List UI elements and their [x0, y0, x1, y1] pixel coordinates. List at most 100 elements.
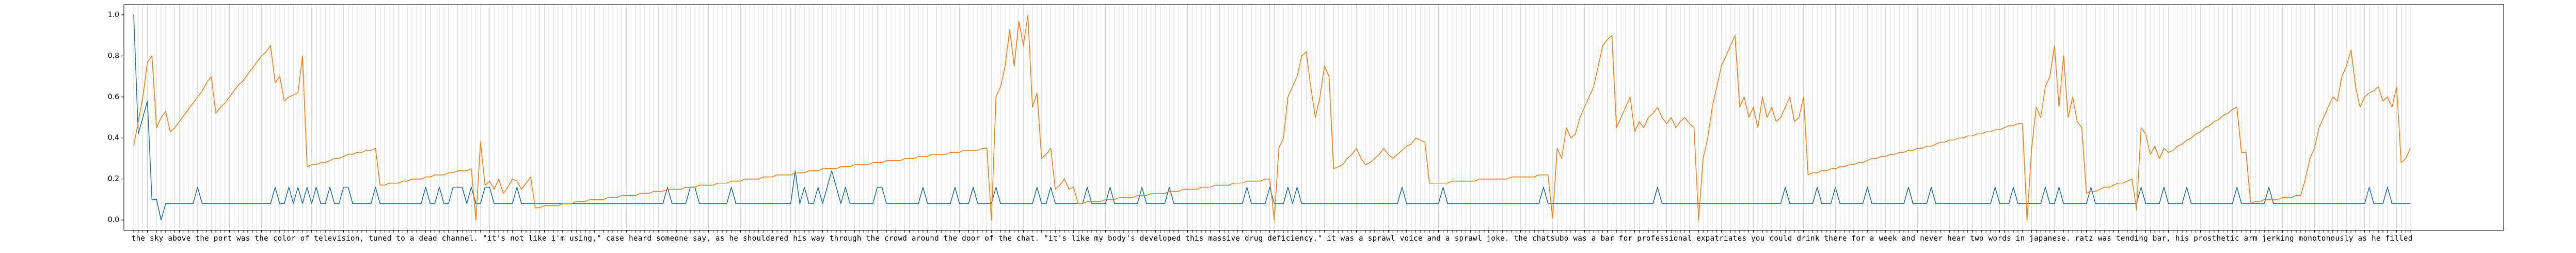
x-tick-label: s: [574, 234, 578, 243]
x-tick-label: w: [1341, 234, 1345, 243]
x-tick-label: a: [1578, 234, 1582, 243]
x-tick-label: n: [583, 234, 587, 243]
axes-frame: [123, 4, 2504, 231]
x-tick-label: o: [661, 234, 665, 243]
x-tick-label: c: [884, 234, 888, 243]
x-tick-label: l: [2399, 234, 2403, 243]
x-tick-label: [268, 234, 273, 243]
x-tick-label: [651, 234, 656, 243]
x-tick-label: n: [1432, 234, 1436, 243]
x-tick-label: e: [1952, 234, 1956, 243]
x-tick-label: o: [287, 234, 291, 243]
x-tick-label: [1012, 234, 1016, 243]
x-tick-label: e: [2061, 234, 2065, 243]
x-tick-label: [1354, 234, 1358, 243]
x-tick-label: i: [798, 234, 802, 243]
x-tick-label: [2171, 234, 2175, 243]
x-tick-label: e: [1934, 234, 1938, 243]
x-tick-label: c: [1016, 234, 1021, 243]
x-tick-label: e: [1153, 234, 1157, 243]
x-tick-label: [1765, 234, 1769, 243]
x-tick-label: u: [1760, 234, 1764, 243]
x-tick-label: n: [930, 234, 934, 243]
x-tick-label: i: [1327, 234, 1331, 243]
x-tick-label: o: [674, 234, 678, 243]
x-tick-label: s: [2207, 234, 2212, 243]
x-tick-label: [788, 234, 792, 243]
x-tick-label: e: [2052, 234, 2056, 243]
x-tick-label: f: [1619, 234, 1623, 243]
y-tick-label: 0.2: [108, 175, 119, 183]
x-tick-label: a: [1902, 234, 1906, 243]
x-tick-label: e: [383, 234, 387, 243]
y-tick-label: 0.6: [108, 93, 119, 101]
x-tick-label: l: [1477, 234, 1482, 243]
x-tick-label: i: [2135, 234, 2139, 243]
x-tick-label: a: [1683, 234, 1687, 243]
x-tick-label: [1204, 234, 1208, 243]
x-tick-label: d: [934, 234, 939, 243]
x-tick-label: [415, 234, 419, 243]
x-tick-label: [2239, 234, 2244, 243]
x-tick-label: b: [1601, 234, 1605, 243]
x-tick-label: a: [2103, 234, 2107, 243]
x-tick-label: e: [1144, 234, 1149, 243]
x-tick-label: z: [2089, 234, 2093, 243]
x-tick-label: a: [1710, 234, 1714, 243]
x-tick-label: p: [2193, 234, 2198, 243]
x-tick-label: d: [2130, 234, 2134, 243]
x-tick-label: r: [1628, 234, 1632, 243]
x-tick-label: h: [259, 234, 263, 243]
x-tick-label: s: [743, 234, 747, 243]
x-tick-label: o: [894, 234, 898, 243]
x-tick-label: t: [492, 234, 496, 243]
x-tick-label: e: [1235, 234, 1239, 243]
x-tick-label: t: [1546, 234, 1550, 243]
x-tick-label: e: [1523, 234, 1527, 243]
x-tick-label: w: [1879, 234, 1884, 243]
x-tick-label: [1632, 234, 1636, 243]
x-tick-label: [1039, 234, 1043, 243]
x-tick-label: e: [186, 234, 190, 243]
x-tick-label: [1792, 234, 1796, 243]
x-tick-label: x: [1701, 234, 1705, 243]
x-tick-label: ,: [592, 234, 596, 243]
x-tick-label: [1509, 234, 1514, 243]
x-tick-label: i: [346, 234, 350, 243]
x-tick-label: [1984, 234, 1988, 243]
x-tick-label: o: [2312, 234, 2316, 243]
x-tick-label: r: [1610, 234, 1614, 243]
x-tick-label: b: [2153, 234, 2157, 243]
x-tick-label: [547, 234, 551, 243]
x-tick-label: ': [556, 234, 560, 243]
x-tick-label: r: [976, 234, 980, 243]
x-tick-label: l: [469, 234, 473, 243]
x-tick-label: t: [1733, 234, 1737, 243]
x-tick-label: a: [1870, 234, 1874, 243]
x-tick-label: p: [1373, 234, 1377, 243]
x-tick-label: m: [1208, 234, 1212, 243]
x-tick-label: e: [1656, 234, 1660, 243]
x-tick-label: y: [1122, 234, 1126, 243]
x-tick-label: c: [1532, 234, 1536, 243]
x-tick-label: v: [1929, 234, 1933, 243]
x-tick-label: e: [542, 234, 546, 243]
x-tick-label: [364, 234, 369, 243]
x-tick-label: e: [1272, 234, 1276, 243]
x-tick-label: d: [766, 234, 770, 243]
x-tick-label: m: [561, 234, 565, 243]
x-tick-label: t: [255, 234, 259, 243]
x-tick-label: a: [697, 234, 702, 243]
x-tick-label: t: [2116, 234, 2120, 243]
x-tick-label: n: [2285, 234, 2289, 243]
x-tick-label: t: [2225, 234, 2230, 243]
x-tick-label: e: [2404, 234, 2408, 243]
x-tick-label: [2093, 234, 2097, 243]
x-tick-label: t: [998, 234, 1003, 243]
x-tick-label: n: [1810, 234, 1815, 243]
x-tick-label: a: [1957, 234, 1961, 243]
x-tick-label: l: [1158, 234, 1162, 243]
x-tick-label: [209, 234, 213, 243]
x-tick-label: w: [1989, 234, 1993, 243]
x-tick-label: r: [2075, 234, 2079, 243]
